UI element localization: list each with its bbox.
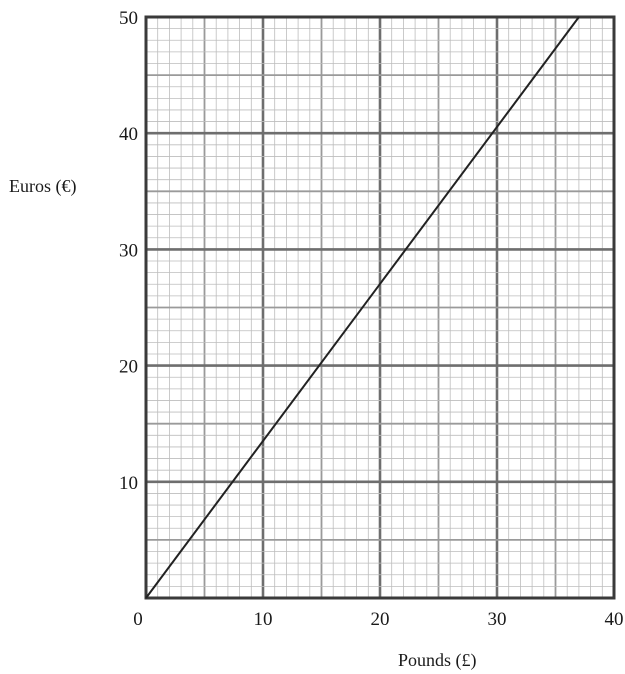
- x-tick-label: 40: [605, 609, 624, 630]
- y-axis-label: Euros (€): [9, 176, 76, 197]
- grid: [144, 15, 616, 600]
- series-line-0: [145, 16, 580, 599]
- x-tick-label: 20: [371, 609, 390, 630]
- plot-frame: [144, 15, 616, 600]
- x-tick-labels: 0 10 20 30 40: [133, 609, 623, 630]
- series-layer: [145, 16, 580, 599]
- x-tick-label: 10: [254, 609, 273, 630]
- x-axis-label: Pounds (£): [398, 650, 477, 671]
- y-tick-label: 50: [119, 8, 138, 29]
- y-tick-labels: 10 20 30 40 50: [119, 8, 138, 494]
- y-tick-label: 30: [119, 240, 138, 261]
- x-tick-label: 0: [133, 609, 143, 630]
- y-tick-label: 10: [119, 473, 138, 494]
- y-tick-label: 40: [119, 124, 138, 145]
- y-tick-label: 20: [119, 357, 138, 378]
- x-tick-label: 30: [488, 609, 507, 630]
